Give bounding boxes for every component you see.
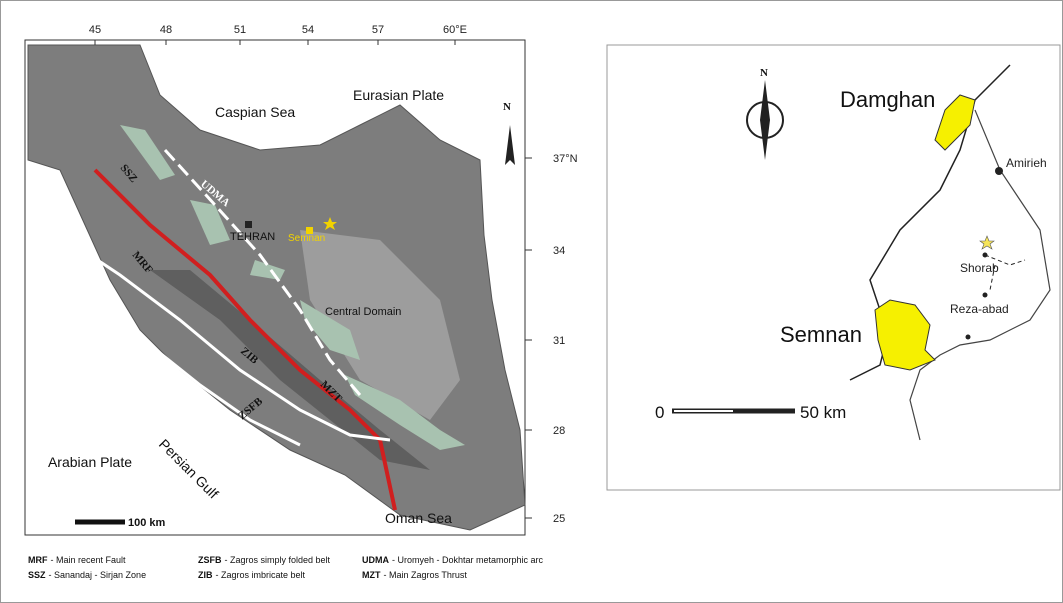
map-label: Caspian Sea <box>215 104 295 120</box>
scale-label: 50 km <box>800 403 846 422</box>
legend-text: - Uromyeh - Dokhtar metamorphic arc <box>392 555 544 565</box>
map-label: Semnan <box>288 233 325 244</box>
legend-abbr: UDMA <box>362 555 389 565</box>
legend-entry: ZSFB- Zagros simply folded belt <box>198 555 331 565</box>
map-label: Eurasian Plate <box>353 87 444 103</box>
lat-tick-label: 28 <box>553 425 565 437</box>
legend-entry: MZT- Main Zagros Thrust <box>362 570 467 580</box>
scale-label: 0 <box>655 403 664 422</box>
lon-tick-label: 48 <box>160 24 172 36</box>
place-dot <box>966 335 971 340</box>
map-label: Central Domain <box>325 306 401 318</box>
legend-abbr: SSZ <box>28 570 46 580</box>
right-map: N Damghan Amirieh Shorab Reza-abad Semna… <box>607 45 1060 490</box>
legend-text: - Sanandaj - Sirjan Zone <box>49 570 147 580</box>
place-label: Reza-abad <box>950 302 1009 316</box>
place-label: Shorab <box>960 261 999 275</box>
legend-text: - Zagros simply folded belt <box>225 555 331 565</box>
legend-entry: MRF- Main recent Fault <box>28 555 126 565</box>
legend-abbr: ZSFB <box>198 555 222 565</box>
lat-tick-label: 25 <box>553 513 565 525</box>
lon-tick-label: 57 <box>372 24 384 36</box>
place-label: Amirieh <box>1006 156 1047 170</box>
map-label: TEHRAN <box>230 231 275 243</box>
legend-text: - Zagros imbricate belt <box>216 570 306 580</box>
left-map: Caspian Sea Eurasian Plate N SSZ UDMA MR… <box>25 40 525 535</box>
map-label: Arabian Plate <box>48 454 132 470</box>
north-label: N <box>503 101 511 113</box>
place-dot <box>995 167 1003 175</box>
lon-tick-label: 54 <box>302 24 314 36</box>
north-label: N <box>760 67 768 79</box>
figure: Caspian Sea Eurasian Plate N SSZ UDMA MR… <box>0 0 1063 603</box>
place-label: Semnan <box>780 322 862 347</box>
map-label: Oman Sea <box>385 510 452 526</box>
lon-tick-label: 60°E <box>443 24 467 36</box>
legend-abbr: ZIB <box>198 570 213 580</box>
place-dot <box>983 253 988 258</box>
place-label: Damghan <box>840 87 935 112</box>
tehran-mark <box>245 221 252 228</box>
place-dot <box>983 293 988 298</box>
lon-tick-label: 51 <box>234 24 246 36</box>
legend-abbr: MRF <box>28 555 48 565</box>
legend-text: - Main Zagros Thrust <box>384 570 468 580</box>
legend-text: - Main recent Fault <box>51 555 127 565</box>
lon-tick-label: 45 <box>89 24 101 36</box>
lat-tick-label: 34 <box>553 245 565 257</box>
legend-abbr: MZT <box>362 570 381 580</box>
lat-tick-label: 37°N <box>553 153 578 165</box>
lat-tick-label: 31 <box>553 335 565 347</box>
scale-label: 100 km <box>128 517 166 529</box>
